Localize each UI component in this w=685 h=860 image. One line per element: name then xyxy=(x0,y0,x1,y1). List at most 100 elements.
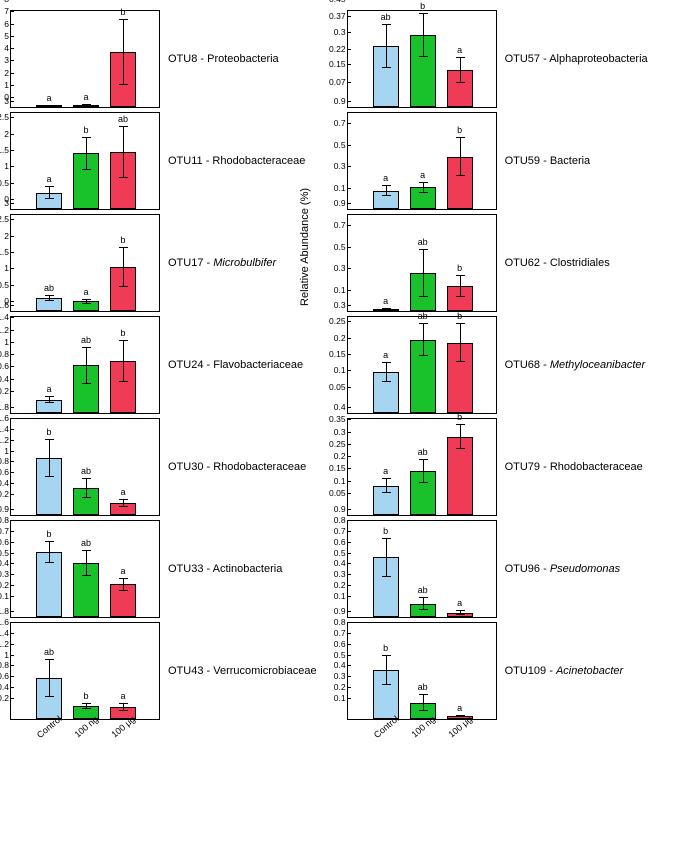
chart-panel: 0.070.150.220.30.370.45abbaOTU57 - Alpha… xyxy=(347,10,648,108)
chart-grid: Relative Abundance (%)012345678aabOTU8 -… xyxy=(10,10,685,720)
y-tick-label: 0.7 xyxy=(0,526,9,536)
significance-label: a xyxy=(46,174,51,184)
x-labels: Control100 ng100 μg xyxy=(348,719,496,743)
error-bar xyxy=(423,323,424,356)
taxon-name: Actinobacteria xyxy=(213,563,283,575)
significance-label: b xyxy=(46,529,51,539)
significance-label: ab xyxy=(418,447,428,457)
error-bar xyxy=(49,186,50,199)
otu-id: OTU79 - xyxy=(505,461,550,473)
error-bar xyxy=(86,703,87,710)
error-bar xyxy=(86,550,87,576)
y-tick-label: 1.6 xyxy=(0,413,9,423)
error-bar xyxy=(49,295,50,302)
significance-label: ab xyxy=(418,311,428,321)
taxon-name: Methyloceanibacter xyxy=(550,359,645,371)
error-bar xyxy=(49,659,50,697)
error-bar xyxy=(423,182,424,193)
y-tick-label: 1 xyxy=(0,337,9,347)
significance-label: a xyxy=(83,92,88,102)
plot-area: 0.10.20.30.40.50.60.70.80.9baba xyxy=(10,520,160,618)
y-tick-label: 2.5 xyxy=(0,214,9,224)
chart-column: Relative Abundance (%)012345678aabOTU8 -… xyxy=(10,10,317,720)
chart-panel: 0.10.20.30.40.50.60.70.80.9babaOTU96 - P… xyxy=(347,520,648,618)
y-tick-label: 0.7 xyxy=(316,526,346,536)
y-tick-label: 0.3 xyxy=(316,161,346,171)
y-tick-label: 0.4 xyxy=(316,558,346,568)
error-bar xyxy=(386,308,387,310)
otu-id: OTU96 - xyxy=(505,563,550,575)
y-ticks: 0.10.30.50.70.9 xyxy=(316,215,346,311)
y-tick-label: 0.8 xyxy=(0,349,9,359)
y-tick-label: 0.5 xyxy=(316,242,346,252)
significance-label: a xyxy=(420,170,425,180)
y-tick-label: 0.25 xyxy=(316,439,346,449)
otu-id: OTU24 - xyxy=(168,359,213,371)
y-tick-label: 0.45 xyxy=(316,0,346,4)
panel-title: OTU57 - Alphaproteobacteria xyxy=(505,53,648,65)
y-tick-label: 0.8 xyxy=(316,617,346,627)
error-bar xyxy=(460,323,461,362)
plot-area: 0.20.40.60.811.21.41.61.8abbaControl100 … xyxy=(10,622,160,720)
significance-label: a xyxy=(83,287,88,297)
significance-label: a xyxy=(457,703,462,713)
plot-area: 0.10.20.30.40.50.60.70.80.9babaControl10… xyxy=(347,622,497,720)
y-tick-label: 0.15 xyxy=(316,59,346,69)
y-ticks: 00.511.522.53 xyxy=(0,113,9,209)
y-tick-label: 0.3 xyxy=(316,300,346,310)
error-bar xyxy=(423,459,424,484)
significance-label: ab xyxy=(81,466,91,476)
y-tick-label: 0.1 xyxy=(316,365,346,375)
error-bar xyxy=(49,541,50,563)
y-tick-label: 0.2 xyxy=(0,386,9,396)
y-tick-label: 2.5 xyxy=(0,112,9,122)
panel-title: OTU59 - Bacteria xyxy=(505,155,591,167)
y-tick-label: 1.4 xyxy=(0,424,9,434)
y-tick-label: 0.1 xyxy=(316,285,346,295)
significance-label: a xyxy=(383,173,388,183)
y-ticks: 0.20.40.60.811.21.41.61.8 xyxy=(0,623,9,719)
otu-id: OTU17 - xyxy=(168,257,213,269)
y-tick-label: 0.2 xyxy=(316,682,346,692)
error-bar xyxy=(460,610,461,614)
y-tick-label: 1.5 xyxy=(0,247,9,257)
y-tick-label: 0.3 xyxy=(316,27,346,37)
error-bar xyxy=(460,424,461,449)
y-tick-label: 0.8 xyxy=(0,660,9,670)
y-tick-label: 2 xyxy=(0,129,9,139)
y-tick-label: 0.1 xyxy=(0,591,9,601)
y-tick-label: 0.6 xyxy=(0,671,9,681)
error-bar xyxy=(49,396,50,402)
taxon-name: Proteobacteria xyxy=(207,53,279,65)
significance-label: b xyxy=(457,263,462,273)
y-tick-label: 0.22 xyxy=(316,44,346,54)
y-tick-label: 0.4 xyxy=(0,558,9,568)
y-tick-label: 1.2 xyxy=(0,325,9,335)
panel-title: OTU24 - Flavobacteriaceae xyxy=(168,359,303,371)
y-tick-label: 0.2 xyxy=(0,489,9,499)
y-tick-label: 6 xyxy=(0,19,9,29)
y-tick-label: 0.2 xyxy=(316,451,346,461)
chart-panel: 0.050.10.150.20.250.3aabbOTU68 - Methylo… xyxy=(347,316,648,414)
panel-title: OTU30 - Rhodobacteraceae xyxy=(168,461,306,473)
significance-label: b xyxy=(83,125,88,135)
chart-panel: 0.20.40.60.811.21.41.61.8abbaControl100 … xyxy=(10,622,317,720)
significance-label: ab xyxy=(81,335,91,345)
significance-label: b xyxy=(457,412,462,422)
y-tick-label: 0.5 xyxy=(0,178,9,188)
significance-label: b xyxy=(457,125,462,135)
taxon-name: Acinetobacter xyxy=(556,665,623,677)
significance-label: b xyxy=(420,1,425,11)
y-tick-label: 0.4 xyxy=(0,374,9,384)
plot-area: 0.10.30.50.70.9aab xyxy=(347,112,497,210)
y-tick-label: 0.6 xyxy=(316,639,346,649)
otu-id: OTU59 - xyxy=(505,155,550,167)
significance-label: b xyxy=(120,328,125,338)
significance-label: b xyxy=(383,643,388,653)
taxon-name: Rhodobacteraceae xyxy=(550,461,643,473)
significance-label: a xyxy=(457,598,462,608)
significance-label: b xyxy=(46,427,51,437)
y-tick-label: 0.05 xyxy=(316,382,346,392)
y-tick-label: 0.5 xyxy=(316,140,346,150)
error-bar xyxy=(423,597,424,610)
